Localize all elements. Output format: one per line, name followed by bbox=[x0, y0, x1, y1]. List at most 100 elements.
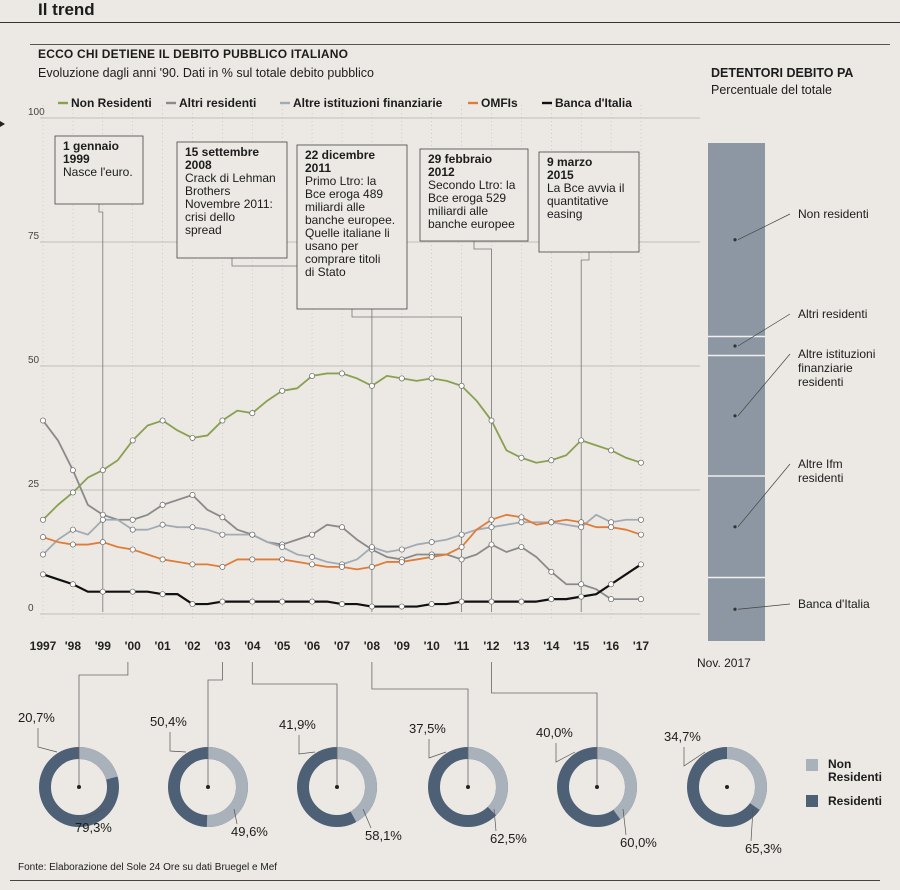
bar-segment-label: residenti bbox=[798, 375, 843, 389]
data-point-altre_istituzioni bbox=[608, 519, 615, 526]
donut-2: 41,9% 58,1% bbox=[279, 717, 402, 843]
x-tick-label: '11 bbox=[454, 639, 470, 653]
annotation-leader bbox=[98, 204, 104, 612]
data-point-banca_italia bbox=[99, 588, 106, 595]
annotation-box bbox=[419, 148, 529, 242]
bar-segment-label: residenti bbox=[798, 471, 843, 485]
data-point-non_residenti bbox=[518, 454, 525, 461]
x-tick-label: '03 bbox=[214, 639, 231, 653]
annotation-text: miliardi alle bbox=[305, 200, 365, 214]
donut-5: 34,7% 65,3% bbox=[664, 729, 782, 856]
x-tick-label: '15 bbox=[573, 639, 590, 653]
annotation-date: 2011 bbox=[305, 161, 331, 175]
annotation-text: spread bbox=[185, 223, 222, 237]
data-point-altri_residenti bbox=[159, 501, 166, 508]
data-point-altre_istituzioni bbox=[129, 526, 136, 533]
data-point-omfis bbox=[249, 556, 256, 563]
annotation-date: 2015 bbox=[547, 168, 574, 182]
data-point-banca_italia bbox=[368, 603, 375, 610]
donut-center-dot bbox=[466, 785, 470, 789]
data-point-altre_istituzioni bbox=[488, 524, 495, 531]
annotation-text: Nasce l'euro. bbox=[63, 165, 133, 179]
annotation-text: di Stato bbox=[305, 265, 346, 279]
legend-label-altri_residenti: Altri residenti bbox=[179, 96, 256, 110]
donut-label-residenti: 62,5% bbox=[490, 831, 527, 846]
annotation-box bbox=[538, 151, 640, 253]
data-point-altri_residenti bbox=[99, 511, 106, 518]
donut-label-non-residenti: 41,9% bbox=[279, 717, 316, 732]
annotation-text: La Bce avvia il bbox=[547, 181, 624, 195]
data-point-altri_residenti bbox=[40, 417, 46, 424]
data-point-altre_istituzioni bbox=[249, 531, 256, 538]
data-point-non_residenti bbox=[159, 417, 166, 424]
data-point-omfis bbox=[548, 519, 555, 526]
data-point-banca_italia bbox=[219, 598, 226, 605]
data-point-omfis bbox=[488, 516, 495, 523]
annotation-box bbox=[54, 135, 144, 205]
data-point-non_residenti bbox=[99, 467, 106, 474]
data-point-altre_istituzioni bbox=[578, 524, 585, 531]
data-point-non_residenti bbox=[69, 489, 76, 496]
donut-year-connector bbox=[207, 662, 223, 785]
data-point-banca_italia bbox=[129, 588, 136, 595]
data-point-altre_istituzioni bbox=[428, 539, 435, 546]
data-point-omfis bbox=[368, 563, 375, 570]
side-chart-subtitle: Percentuale del totale bbox=[711, 83, 832, 97]
annotation-date: 15 settembre bbox=[185, 145, 259, 159]
annotation-text: banche europee bbox=[428, 217, 515, 231]
bar-segment-label: Altre Ifm bbox=[798, 457, 843, 471]
chart-title: ECCO CHI DETIENE IL DEBITO PUBBLICO ITAL… bbox=[38, 47, 349, 61]
source-note: Fonte: Elaborazione del Sole 24 Ore su d… bbox=[18, 862, 278, 873]
data-point-omfis bbox=[69, 541, 76, 548]
data-point-altre_istituzioni bbox=[458, 531, 465, 538]
donut-label-non-residenti: 20,7% bbox=[18, 710, 55, 725]
data-point-altre_istituzioni bbox=[40, 551, 46, 558]
top-rule bbox=[0, 22, 900, 23]
x-tick-label: '10 bbox=[424, 639, 441, 653]
donut-legend-swatch-res bbox=[806, 795, 818, 807]
data-point-omfis bbox=[129, 546, 136, 553]
donut-label-residenti: 79,3% bbox=[75, 820, 112, 835]
bar-segment-marker bbox=[733, 525, 737, 529]
data-point-altre_istituzioni bbox=[69, 526, 76, 533]
annotation-text: crisi dello bbox=[185, 210, 235, 224]
data-point-altri_residenti bbox=[488, 541, 495, 548]
x-tick-label: '17 bbox=[633, 639, 650, 653]
legend-label-altre_istituzioni: Altre istituzioni finanziarie bbox=[293, 96, 443, 110]
annotation-text: usano per bbox=[305, 239, 358, 253]
annotation-text: comprare titoli bbox=[305, 252, 380, 266]
data-point-non_residenti bbox=[309, 372, 316, 379]
annotation-date: 22 dicembre bbox=[305, 148, 375, 162]
bar-segment-marker bbox=[733, 344, 737, 348]
annotation-text: quantitative bbox=[547, 194, 609, 208]
donut-leader-non bbox=[683, 747, 706, 767]
annotation-text: Quelle italiane li bbox=[305, 226, 390, 240]
donut-0: 20,7% 79,3% bbox=[18, 710, 119, 835]
data-point-non_residenti bbox=[578, 437, 585, 444]
donut-label-residenti: 60,0% bbox=[620, 835, 657, 850]
x-tick-label: '14 bbox=[543, 639, 560, 653]
donut-leader-non bbox=[169, 732, 187, 753]
y-tick-label: 75 bbox=[28, 231, 40, 242]
bar-segment-marker bbox=[733, 238, 737, 242]
data-point-altri_residenti bbox=[458, 556, 465, 563]
donut-leader-res bbox=[362, 808, 372, 829]
data-point-altri_residenti bbox=[219, 514, 226, 521]
donut-label-non-residenti: 37,5% bbox=[409, 721, 446, 736]
data-point-altri_residenti bbox=[189, 492, 196, 498]
donut-center-dot bbox=[77, 785, 81, 789]
data-point-banca_italia bbox=[69, 581, 76, 588]
donut-label-residenti: 58,1% bbox=[365, 828, 402, 843]
data-point-altri_residenti bbox=[518, 544, 525, 550]
data-point-omfis bbox=[219, 563, 226, 570]
bar-segment-label: Altri residenti bbox=[798, 307, 867, 321]
donut-leader-non bbox=[428, 739, 447, 759]
donut-year-label: Nov. 2017 bbox=[697, 656, 751, 670]
data-point-non_residenti bbox=[219, 417, 226, 424]
annotation-text: Crack di Lehman bbox=[185, 171, 276, 185]
data-point-omfis bbox=[189, 561, 196, 568]
data-point-altri_residenti bbox=[638, 596, 644, 603]
y-tick-label: 100 bbox=[28, 107, 45, 118]
data-point-banca_italia bbox=[428, 601, 435, 608]
